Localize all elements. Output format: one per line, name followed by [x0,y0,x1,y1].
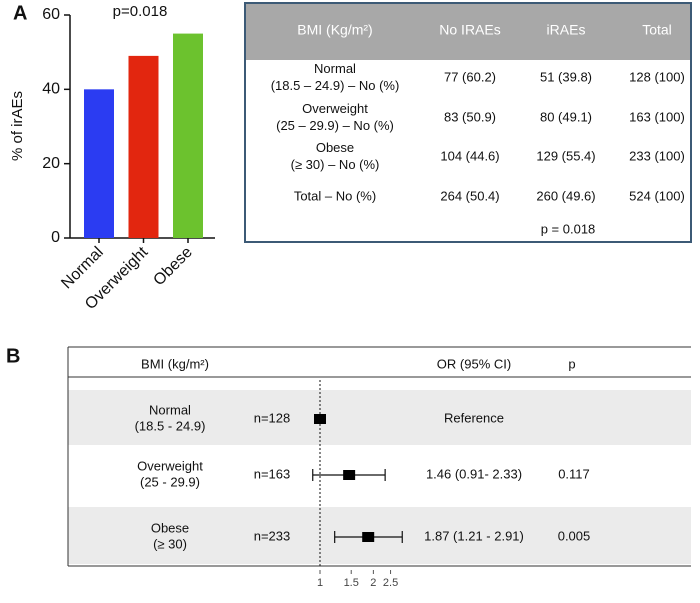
row-label: Overweight [302,101,368,116]
table-cell: 260 (49.6) [536,188,595,203]
x-tick-label: 1.5 [344,577,359,589]
row-label: Obese [316,140,354,155]
chart-title: p=0.018 [113,3,168,20]
row-label: (18.5 – 24.9) – No (%) [271,78,400,93]
p-value: 0.005 [558,528,591,543]
bar [173,33,203,239]
row-n: n=233 [254,528,291,543]
or-label: 1.46 (0.91- 2.33) [426,466,522,481]
y-axis-label: % of irAEs [9,91,26,161]
table-header-bg [246,4,690,60]
column-header: OR (95% CI) [437,356,511,371]
table-cell: 163 (100) [629,109,685,124]
table-frame [244,2,692,243]
row-label: (25 - 29.9) [140,474,200,489]
table-cell: 77 (60.2) [444,69,496,84]
or-label: Reference [444,410,504,425]
table-cell: 83 (50.9) [444,109,496,124]
table-cell: 129 (55.4) [536,148,595,163]
y-tick-label: 40 [42,81,60,98]
x-tick-label: 2 [370,577,376,589]
table-cell: 104 (44.6) [440,148,499,163]
row-n: n=128 [254,410,291,425]
x-tick-label: 1 [317,577,323,589]
table-header: No IRAEs [439,22,500,38]
table-header: BMI (Kg/m²) [297,22,372,38]
row-label: (≥ 30) [153,536,187,551]
panel-label: B [6,345,20,367]
row-label: Normal [314,61,356,76]
table-cell: 128 (100) [629,69,685,84]
table-cell: 80 (49.1) [540,109,592,124]
row-n: n=163 [254,466,291,481]
y-tick-label: 60 [42,6,60,23]
panel-label: A [13,2,27,24]
table-cell: 264 (50.4) [440,188,499,203]
x-tick-label: Obese [150,244,195,289]
row-label: Overweight [137,458,203,473]
row-label: (18.5 - 24.9) [135,418,206,433]
table-cell: 524 (100) [629,188,685,203]
bar [84,89,114,238]
row-band [68,390,691,445]
table-header: Total [642,22,672,38]
y-tick-label: 0 [51,229,60,246]
or-label: 1.87 (1.21 - 2.91) [424,528,524,543]
table-cell: 233 (100) [629,148,685,163]
table-header: iRAEs [547,22,586,38]
row-label: Obese [151,520,189,535]
bar [128,55,159,239]
or-marker [314,414,326,424]
p-value: 0.117 [558,466,590,481]
row-label: Total – No (%) [294,188,376,203]
or-marker [343,470,356,480]
row-label: Normal [149,402,191,417]
row-band [68,507,691,564]
table-cell: 51 (39.8) [540,69,592,84]
row-label: (≥ 30) – No (%) [291,157,380,172]
column-header: BMI (kg/m²) [141,356,209,371]
or-marker [362,532,375,542]
x-tick-label: 2.5 [383,577,398,589]
column-header: p [568,356,575,371]
table-note: p = 0.018 [541,221,596,236]
y-tick-label: 20 [42,155,60,172]
row-label: (25 – 29.9) – No (%) [276,118,394,133]
